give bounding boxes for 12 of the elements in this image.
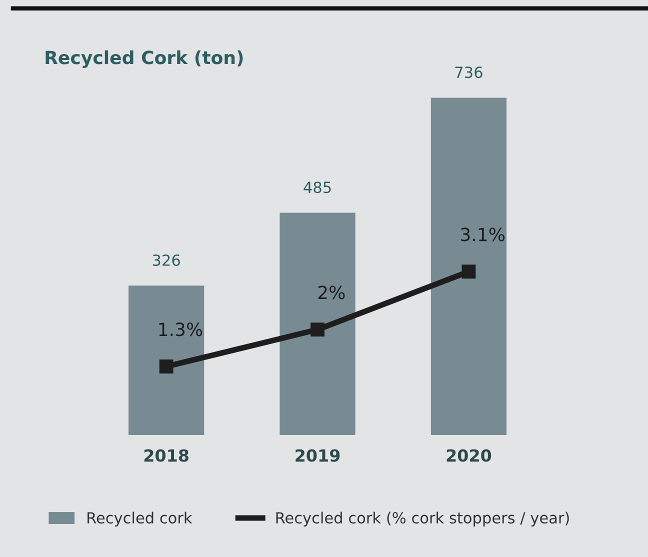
data-label: 326 — [152, 254, 180, 266]
chart-title: Recycled Cork (ton) — [46, 50, 243, 68]
x-tick-label: 2019 — [296, 449, 340, 462]
data-label: 2% — [318, 286, 345, 300]
data-label: 736 — [455, 66, 482, 78]
data-label: 485 — [304, 182, 331, 194]
legend-label: Recycled cork (% cork stoppers / year) — [276, 512, 569, 527]
legend-label: Recycled cork — [88, 512, 192, 527]
x-tick-label: 2020 — [446, 449, 492, 462]
data-label: 1.3% — [159, 322, 202, 336]
x-tick-label: 2018 — [144, 449, 188, 462]
data-label: 3.1% — [461, 228, 505, 242]
